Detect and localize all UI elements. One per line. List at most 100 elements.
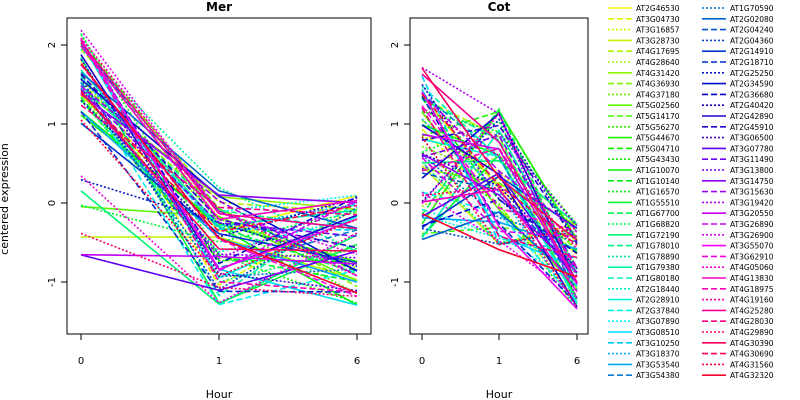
series-line bbox=[421, 132, 578, 227]
legend-label: AT2G40420 bbox=[730, 101, 774, 110]
legend-label: AT4G30690 bbox=[730, 350, 774, 359]
series-line bbox=[80, 90, 358, 252]
legend-label: AT3G19420 bbox=[730, 198, 774, 207]
y-axis-mer: -1 0 1 2 bbox=[47, 42, 68, 287]
y-axis-cot: -1 0 1 2 bbox=[390, 42, 411, 287]
series-line bbox=[80, 204, 358, 243]
legend-label: AT4G36930 bbox=[636, 80, 680, 89]
series-line bbox=[80, 253, 358, 265]
legend-label: AT5G04710 bbox=[636, 144, 680, 153]
legend-label: AT4G19160 bbox=[730, 296, 774, 305]
legend-label: AT3G15630 bbox=[730, 188, 774, 197]
series-line bbox=[421, 105, 578, 233]
legend-label: AT2G42890 bbox=[730, 112, 774, 121]
legend-label: AT2G18440 bbox=[636, 285, 680, 294]
series-line bbox=[421, 110, 578, 242]
legend-label: AT2G14910 bbox=[730, 47, 774, 56]
series-line bbox=[421, 67, 578, 241]
legend-label: AT5G14170 bbox=[636, 112, 680, 121]
series-line bbox=[80, 250, 358, 292]
legend-label: AT4G17695 bbox=[636, 47, 680, 56]
y-tick-label: 2 bbox=[47, 42, 58, 48]
legend-label: AT3G06500 bbox=[730, 134, 774, 143]
series-line bbox=[80, 92, 358, 233]
legend-label: AT5G44670 bbox=[636, 134, 680, 143]
series-line bbox=[80, 205, 358, 282]
legend-label: AT1G16570 bbox=[636, 188, 680, 197]
series-line bbox=[80, 93, 358, 204]
panel-mer: Mer 0 1 6 -1 0 1 2 Hour bbox=[47, 0, 372, 400]
legend-label: AT4G31560 bbox=[730, 360, 774, 369]
series-line bbox=[80, 78, 358, 272]
x-tick-label: 6 bbox=[354, 356, 360, 367]
legend-label: AT3G62910 bbox=[730, 252, 774, 261]
series-line bbox=[421, 66, 578, 300]
legend-label: AT1G80180 bbox=[636, 274, 680, 283]
series-line bbox=[421, 153, 578, 273]
legend-label: AT3G07890 bbox=[636, 317, 680, 326]
x-tick-label: 1 bbox=[216, 356, 222, 367]
series-line bbox=[80, 99, 358, 238]
panel-title-mer: Mer bbox=[206, 0, 232, 14]
series-line bbox=[421, 213, 578, 278]
legend-label: AT3G13800 bbox=[730, 166, 774, 175]
legend-label: AT4G28030 bbox=[730, 317, 774, 326]
x-axis-title-cot: Hour bbox=[486, 388, 513, 400]
legend-label: AT4G37180 bbox=[636, 90, 680, 99]
series-line bbox=[80, 82, 358, 288]
legend-label: AT1G78010 bbox=[636, 242, 680, 251]
legend-label: AT2G46530 bbox=[636, 4, 680, 13]
series-line bbox=[421, 91, 578, 310]
legend-label: AT2G45910 bbox=[730, 123, 774, 132]
legend-label: AT3G28730 bbox=[636, 36, 680, 45]
legend-label: AT4G13830 bbox=[730, 274, 774, 283]
panel-cot: Cot 0 1 6 -1 0 1 2 Hour bbox=[390, 0, 589, 400]
series-line bbox=[421, 107, 578, 259]
legend-label: AT3G54380 bbox=[636, 371, 680, 380]
legend-label: AT3G26890 bbox=[730, 220, 774, 229]
series-line bbox=[80, 63, 358, 294]
series-line bbox=[80, 73, 358, 231]
y-tick-label: -1 bbox=[390, 277, 401, 287]
panel-title-cot: Cot bbox=[488, 0, 511, 14]
series-line bbox=[421, 136, 578, 246]
y-tick-label: 1 bbox=[390, 121, 401, 127]
y-axis-title: centered expression bbox=[0, 143, 11, 255]
series-line bbox=[80, 37, 358, 277]
legend-label: AT1G55510 bbox=[636, 198, 680, 207]
series-line bbox=[80, 99, 358, 263]
series-line bbox=[80, 43, 358, 295]
legend-label: AT1G10140 bbox=[636, 177, 680, 186]
series-line bbox=[421, 188, 578, 293]
series-line bbox=[80, 119, 358, 277]
legend-label: AT1G72190 bbox=[636, 231, 680, 240]
series-line bbox=[421, 124, 578, 245]
legend-label: AT4G18975 bbox=[730, 285, 774, 294]
series-line bbox=[421, 73, 578, 283]
y-tick-label: -1 bbox=[47, 277, 58, 287]
legend-label: AT4G29890 bbox=[730, 328, 774, 337]
legend-label: AT3G26900 bbox=[730, 231, 774, 240]
legend-label: AT1G68820 bbox=[636, 220, 680, 229]
legend-label: AT2G28910 bbox=[636, 296, 680, 305]
series-line bbox=[80, 41, 358, 279]
series-line bbox=[80, 75, 358, 275]
series-line bbox=[80, 57, 358, 297]
series-line bbox=[80, 34, 358, 304]
legend-label: AT2G36680 bbox=[730, 90, 774, 99]
series-line bbox=[80, 39, 358, 265]
legend-label: AT1G79380 bbox=[636, 263, 680, 272]
legend-label: AT1G10070 bbox=[636, 166, 680, 175]
legend-label: AT4G28640 bbox=[636, 58, 680, 67]
legend-label: AT4G25280 bbox=[730, 306, 774, 315]
series-line bbox=[80, 38, 358, 271]
legend-label: AT3G07780 bbox=[730, 144, 774, 153]
x-tick-label: 1 bbox=[496, 356, 502, 367]
x-tick-label: 0 bbox=[78, 356, 84, 367]
series-line bbox=[421, 98, 578, 277]
legend-label: AT1G67700 bbox=[636, 209, 680, 218]
legend-label: AT3G08510 bbox=[636, 328, 680, 337]
legend-label: AT2G04240 bbox=[730, 26, 774, 35]
series-line bbox=[421, 191, 578, 303]
